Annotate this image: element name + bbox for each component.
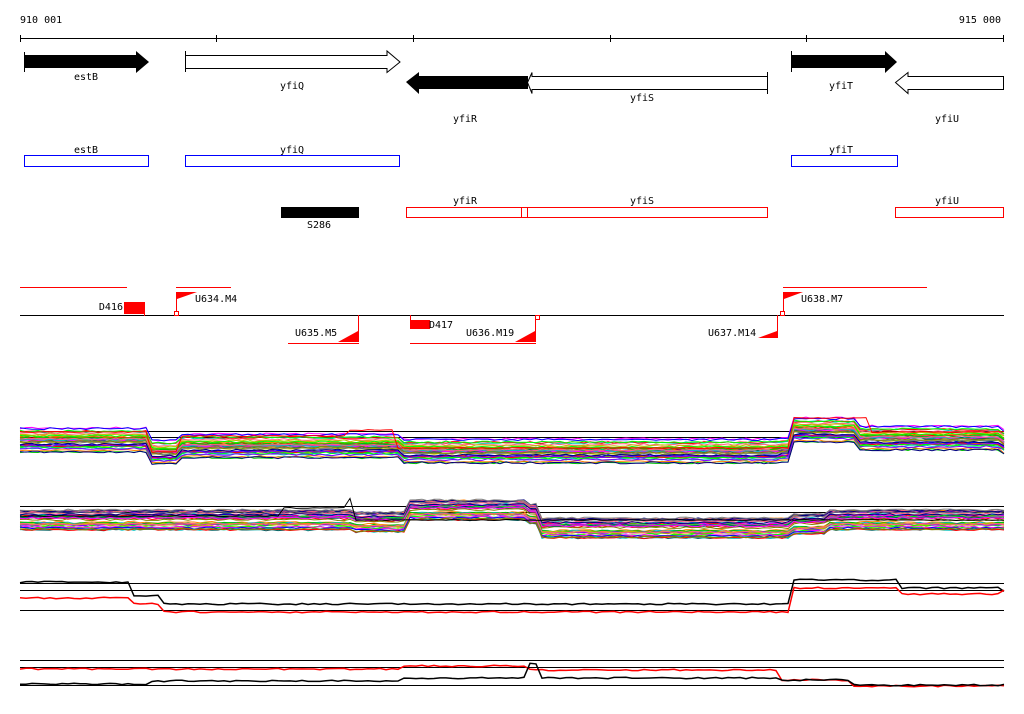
expression-line <box>19 498 1005 520</box>
gene-yfiS[interactable]: yfiS <box>526 72 768 104</box>
gene-label: yfiU <box>935 114 959 125</box>
expression-line <box>19 440 1005 465</box>
transcript-label: U634.M4 <box>195 294 237 305</box>
expression-line <box>20 423 1005 448</box>
gene-label: yfiQ <box>280 81 304 92</box>
expression-line <box>19 504 1005 526</box>
expression-line <box>19 424 1005 450</box>
expression-line <box>19 438 1005 464</box>
feature-label: S286 <box>307 220 331 231</box>
gene-label: yfiR <box>453 114 478 125</box>
expression-line <box>19 517 1004 539</box>
operon-box-yfiS[interactable] <box>527 207 768 218</box>
gene-yfiU[interactable]: yfiU <box>894 71 1004 126</box>
operon-box-estB[interactable] <box>24 155 149 167</box>
gene-estB[interactable]: estB <box>24 51 149 83</box>
transcript-label: U635.M5 <box>295 328 337 339</box>
operon-box-yfiR[interactable] <box>406 207 522 218</box>
transcript-D417[interactable]: D417 <box>410 315 453 331</box>
operon-track-reverse <box>406 207 1004 218</box>
operon-label: estB <box>74 145 98 156</box>
expression-line <box>19 427 1005 453</box>
expression-line <box>19 578 1005 606</box>
ruler-end-label: 915 000 <box>959 15 1001 26</box>
expression-line <box>19 512 1005 534</box>
operon-box-yfiQ[interactable] <box>185 155 400 167</box>
feature-S286[interactable] <box>281 207 359 218</box>
operon-track-forward <box>24 155 898 167</box>
gene-yfiQ[interactable]: yfiQ <box>185 49 401 92</box>
ruler-start-label: 910 001 <box>20 15 62 26</box>
gene-label: yfiT <box>829 81 853 92</box>
expression-line <box>19 432 1005 458</box>
gene-yfiR[interactable]: yfiR <box>406 72 528 125</box>
expression-line <box>20 662 1005 687</box>
transcript-U638[interactable]: U638.M7 <box>780 292 844 316</box>
transcript-U636[interactable]: U636.M19 <box>466 315 540 342</box>
transcript-label: D416 <box>99 302 123 313</box>
ruler <box>20 35 1004 42</box>
expression-line <box>19 503 1005 525</box>
expression-line <box>19 417 1004 453</box>
expression-line <box>19 435 1005 461</box>
operon-label: yfiU <box>935 196 959 207</box>
gene-yfiT[interactable]: yfiT <box>791 51 897 92</box>
operon-label: yfiS <box>630 196 654 207</box>
operon-box-yfiU[interactable] <box>895 207 1004 218</box>
gene-label: yfiS <box>630 93 654 104</box>
operon-label: yfiQ <box>280 145 304 156</box>
transcript-D416[interactable]: D416 <box>99 302 145 316</box>
expression-line <box>19 586 1005 614</box>
transcript-label: U637.M14 <box>708 328 756 339</box>
expression-line <box>19 434 1005 459</box>
expression-tracks <box>19 416 1005 688</box>
operon-box-overlap <box>521 207 528 218</box>
expression-line <box>19 421 1005 447</box>
operon-box-yfiT[interactable] <box>791 155 898 167</box>
expression-line <box>19 664 1005 688</box>
expression-line <box>19 419 1005 445</box>
transcript-U634[interactable]: U634.M4 <box>174 292 238 316</box>
transcript-U635[interactable]: U635.M5 <box>295 315 359 342</box>
expression-line <box>19 497 1005 522</box>
expression-line <box>19 506 1005 528</box>
expression-line <box>19 430 1005 455</box>
transcript-track: D416 U634.M4 U635.M5 D417 U636.M19 <box>20 287 1004 344</box>
transcript-label: U636.M19 <box>466 328 514 339</box>
transcript-label: D417 <box>429 320 453 331</box>
transcript-label: U638.M7 <box>801 294 843 305</box>
operon-label: yfiR <box>453 196 478 207</box>
gene-label: estB <box>74 72 98 83</box>
transcript-U637[interactable]: U637.M14 <box>708 315 778 339</box>
operon-label: yfiT <box>829 145 853 156</box>
